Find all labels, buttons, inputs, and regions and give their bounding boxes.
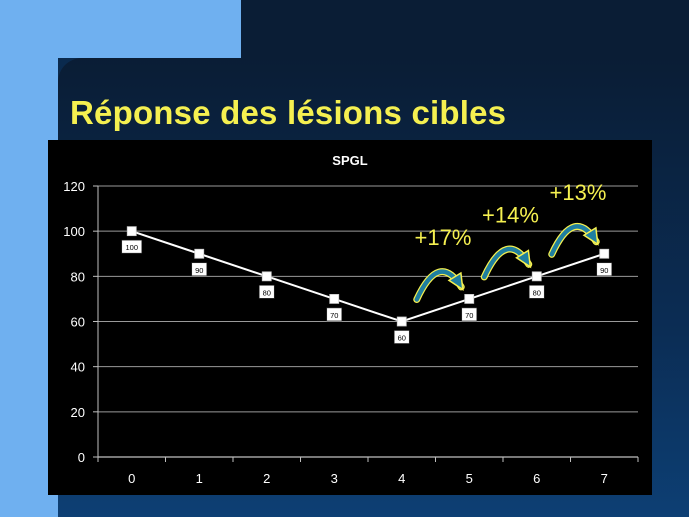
chart-container: SPGL 0 20 40 60 80 100 120 0 1 2 3 4 5 6 7 100 90 80 70 60…	[48, 140, 652, 495]
data-point-marker	[261, 271, 272, 282]
arrowhead-icon	[582, 226, 599, 246]
axis-layer: 0 20 40 60 80 100 120 0 1 2 3 4 5 6 7	[63, 179, 639, 486]
chart-svg: SPGL 0 20 40 60 80 100 120 0 1 2 3 4 5 6 7 100 90 80 70 60…	[63, 153, 639, 486]
background-top-band	[241, 0, 689, 58]
background-light-panel	[0, 0, 241, 58]
curved-arrow	[414, 269, 464, 302]
data-point-marker	[599, 248, 610, 259]
data-label-box	[393, 330, 410, 344]
y-tick-label: 120	[63, 179, 85, 194]
arrowhead-icon	[515, 249, 532, 269]
x-tick-label: 7	[601, 471, 608, 486]
x-tick-label: 2	[263, 471, 270, 486]
y-tick-label: 0	[78, 450, 85, 465]
data-point-marker	[329, 294, 340, 304]
curved-arrow	[549, 224, 599, 257]
data-label-box	[258, 285, 275, 299]
y-tick-label: 20	[71, 405, 85, 420]
data-label-box	[528, 285, 545, 299]
data-label: 60	[398, 334, 406, 343]
series-layer: 100 90 80 70 60 70 80 90	[121, 226, 613, 344]
data-point-marker	[396, 316, 407, 327]
x-tick-label: 5	[466, 471, 473, 486]
data-label: 80	[533, 288, 541, 297]
x-tick-label: 6	[533, 471, 540, 486]
data-label: 90	[195, 266, 203, 275]
annotation-layer: +17% +14% +13%	[413, 180, 607, 303]
growth-annotation: +17%	[415, 225, 472, 250]
data-point-marker	[194, 248, 205, 259]
curved-arrow	[482, 246, 531, 280]
data-label-box	[596, 262, 613, 277]
x-tick-label: 0	[128, 471, 135, 486]
data-label-box	[191, 262, 208, 277]
x-tick-label: 4	[398, 471, 405, 486]
x-tick-label: 1	[196, 471, 203, 486]
data-point-marker	[464, 294, 475, 304]
chart-title: SPGL	[332, 153, 367, 168]
slide-title: Réponse des lésions cibles	[70, 94, 507, 131]
growth-annotation: +13%	[550, 180, 607, 205]
data-label: 90	[600, 266, 608, 275]
x-tick-label: 3	[331, 471, 338, 486]
data-label: 70	[330, 311, 338, 320]
data-label-box	[121, 239, 143, 254]
data-label-box	[326, 307, 343, 322]
y-tick-label: 80	[71, 269, 85, 284]
data-point-marker	[531, 271, 542, 282]
data-point-marker	[126, 226, 137, 237]
y-tick-label: 100	[63, 224, 85, 239]
grid-layer	[98, 185, 638, 458]
data-label: 80	[263, 288, 271, 297]
arrowhead-icon	[447, 271, 464, 291]
y-tick-label: 40	[71, 360, 85, 375]
series-line	[131, 230, 605, 323]
data-label-box	[461, 307, 478, 322]
growth-annotation: +14%	[482, 202, 539, 227]
y-tick-label: 60	[71, 315, 85, 330]
data-label: 70	[465, 311, 473, 320]
data-label: 100	[125, 243, 138, 252]
